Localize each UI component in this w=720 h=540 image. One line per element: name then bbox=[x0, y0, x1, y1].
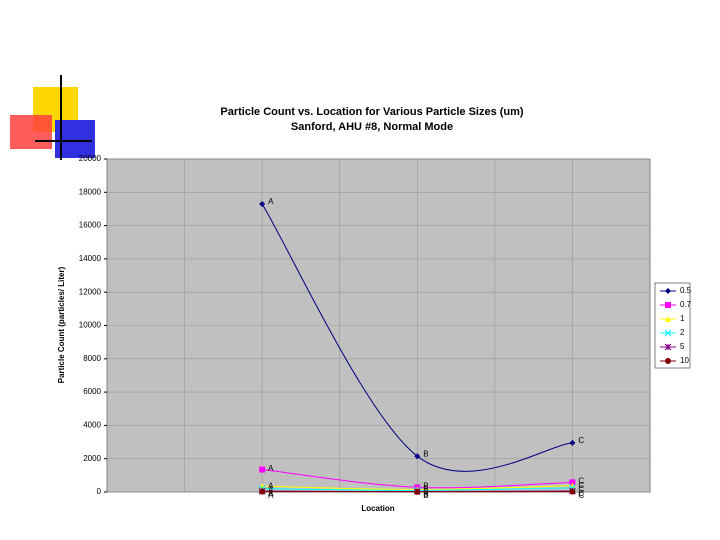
point-label: C bbox=[578, 477, 584, 486]
y-tick-label: 16000 bbox=[79, 221, 102, 230]
y-tick-label: 14000 bbox=[79, 254, 102, 263]
point-label: C bbox=[578, 485, 584, 494]
y-tick-label: 6000 bbox=[83, 387, 101, 396]
marker bbox=[569, 479, 576, 486]
legend-label: 0.7 bbox=[680, 300, 692, 309]
legend-marker bbox=[665, 288, 671, 294]
y-tick-label: 0 bbox=[97, 487, 102, 496]
y-tick-label: 2000 bbox=[83, 454, 101, 463]
series-line bbox=[261, 203, 573, 472]
legend-marker bbox=[665, 316, 671, 322]
point-label: B bbox=[423, 489, 428, 498]
y-axis-label: Particle Count (particles/ Liter) bbox=[57, 266, 66, 383]
point-label: B bbox=[423, 482, 428, 491]
point-label: C bbox=[578, 436, 584, 445]
y-tick-label: 10000 bbox=[79, 321, 102, 330]
legend-label: 2 bbox=[680, 328, 685, 337]
x-axis-label: Location bbox=[361, 504, 394, 513]
point-label: A bbox=[268, 485, 274, 494]
legend-marker bbox=[665, 358, 671, 364]
point-label: B bbox=[423, 449, 428, 458]
point-label: C bbox=[578, 489, 584, 498]
marker bbox=[414, 453, 421, 460]
point-label: B bbox=[423, 491, 428, 500]
marker bbox=[259, 466, 266, 473]
legend-box bbox=[654, 282, 691, 369]
y-tick-label: 4000 bbox=[83, 421, 101, 430]
legend-label: 0.5 bbox=[680, 286, 692, 295]
point-label: A bbox=[268, 489, 274, 498]
marker bbox=[259, 200, 266, 207]
y-tick-label: 12000 bbox=[79, 287, 102, 296]
point-label: A bbox=[268, 464, 274, 473]
legend-marker bbox=[664, 343, 672, 351]
marker bbox=[569, 439, 576, 446]
marker bbox=[414, 488, 421, 495]
marker bbox=[259, 488, 266, 495]
y-tick-label: 18000 bbox=[79, 187, 102, 196]
legend-label: 5 bbox=[680, 342, 685, 351]
y-tick-label: 8000 bbox=[83, 354, 101, 363]
y-tick-label: 20000 bbox=[79, 154, 102, 163]
legend-marker bbox=[664, 329, 672, 337]
point-label: A bbox=[268, 482, 274, 491]
point-label: A bbox=[268, 491, 274, 500]
point-label: C bbox=[578, 491, 584, 500]
point-label: C bbox=[578, 481, 584, 490]
chart-title: Particle Count vs. Location for Various … bbox=[220, 106, 524, 118]
legend-label: 1 bbox=[680, 314, 685, 323]
deco-red bbox=[10, 115, 52, 149]
point-label: A bbox=[268, 197, 274, 206]
point-label: B bbox=[423, 485, 428, 494]
legend-label: 10 bbox=[680, 356, 689, 365]
chart-subtitle: Sanford, AHU #8, Normal Mode bbox=[291, 121, 453, 133]
marker bbox=[569, 488, 576, 495]
legend-marker bbox=[665, 302, 671, 308]
